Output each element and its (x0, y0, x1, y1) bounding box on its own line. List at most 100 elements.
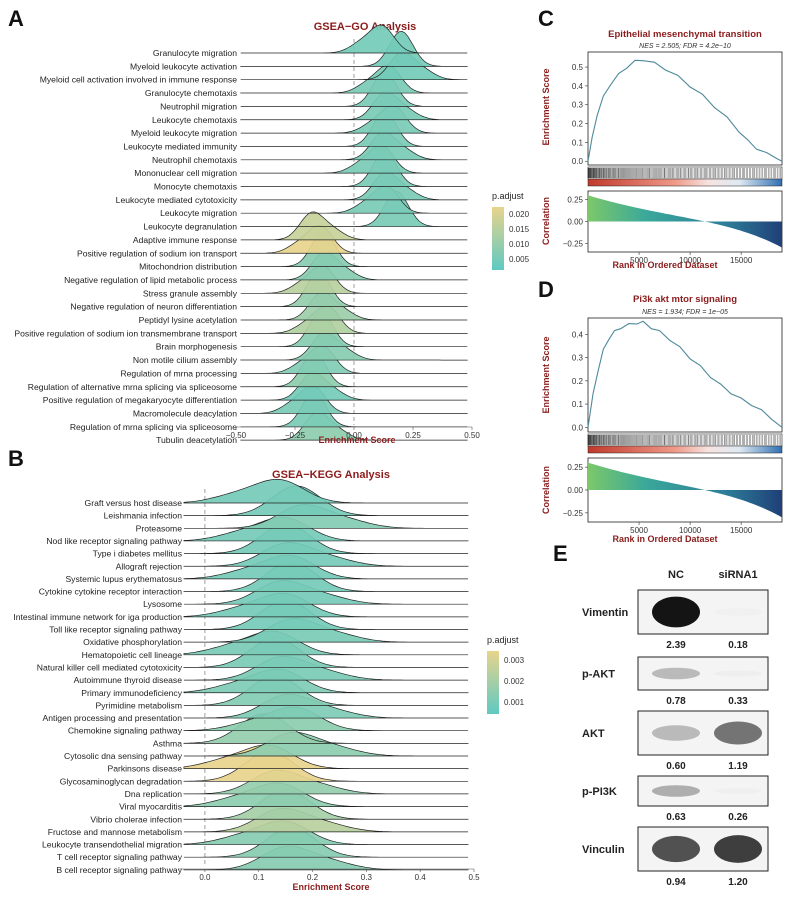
gsea-go-x-tick-label: −0.50 (226, 431, 247, 440)
gsea-emt-corr-y-tick-label: 0.25 (567, 196, 583, 205)
gsea-go-category-label: Brain morphogenesis (156, 342, 237, 352)
gsea-go-category-label: Myeloid leukocyte migration (131, 128, 237, 138)
gsea-go-category-label: Negative regulation of neuron differenti… (70, 302, 237, 312)
gsea-kegg-title: GSEA−KEGG Analysis (272, 469, 390, 481)
gsea-go-category-label: Adaptive immune response (133, 235, 237, 245)
gsea-kegg-x-tick-label: 0.0 (199, 873, 211, 882)
gsea-pi3k-y-tick-label: 0.2 (572, 377, 584, 386)
wb-band (652, 667, 700, 680)
gsea-emt-correlation-area (588, 195, 782, 248)
gsea-go-category-label: Leukocyte degranulation (143, 222, 237, 232)
wb-column-header-nc: NC (668, 569, 684, 581)
gsea-kegg-category-label: Asthma (153, 738, 182, 748)
wb-quant-value: 2.39 (666, 640, 686, 651)
gsea-go-ridge (240, 265, 468, 294)
wb-quant-value: 0.33 (728, 696, 748, 707)
gsea-kegg-legend-tick: 0.001 (504, 698, 525, 707)
gsea-pi3k-corr-y-tick-label: 0.00 (567, 486, 583, 495)
gsea-kegg-category-label: Parkinsons disease (107, 764, 182, 774)
gsea-go-ridge (240, 345, 468, 374)
gsea-pi3k-corr-y-tick-label: −0.25 (563, 509, 584, 518)
gsea-go-ridge (240, 111, 468, 147)
gsea-emt-running-score-line (587, 59, 783, 162)
gsea-go-category-label: Positive regulation of sodium ion transm… (14, 328, 237, 338)
gsea-go-category-label: Myeloid leukocyte activation (130, 61, 237, 71)
gsea-go-ridge (240, 70, 468, 107)
gsea-go-ridge (240, 231, 468, 267)
gsea-pi3k-correlation-area (588, 462, 782, 518)
gsea-go-ridge (240, 211, 468, 241)
gsea-kegg-category-label: Hematopoietic cell lineage (82, 650, 183, 660)
gsea-go-category-label: Granulocyte migration (153, 48, 237, 58)
wb-row-label: AKT (582, 728, 605, 740)
wb-row-label: p-PI3K (582, 786, 617, 798)
gsea-kegg-ridge (183, 807, 469, 833)
gsea-pi3k-xlabel: Rank in Ordered Dataset (612, 534, 717, 544)
wb-quant-value: 0.63 (666, 812, 686, 823)
gsea-kegg-ridge (183, 592, 469, 618)
wb-quant-value: 1.20 (728, 877, 748, 888)
gsea-pi3k-hit-strip (587, 433, 783, 447)
gsea-go-category-label: Myeloid cell activation involved in immu… (40, 75, 237, 85)
gsea-go-x-tick-label: 0.00 (346, 431, 362, 440)
gsea-go-ridge (240, 224, 468, 254)
gsea-go-category-label: Positive regulation of sodium ion transp… (77, 248, 238, 258)
gsea-emt-hit-ticks (587, 168, 781, 178)
gsea-kegg-ridge (183, 637, 469, 668)
panel-label-d: D (538, 277, 554, 302)
gsea-go-ridge (240, 144, 468, 174)
wb-quant-value: 0.60 (666, 761, 686, 772)
gsea-go-category-label: Stress granule assembly (143, 288, 238, 298)
gsea-kegg-ridge (183, 478, 469, 504)
gsea-go-category-label: Leukocyte mediated immunity (123, 141, 237, 151)
wb-quant-value: 0.78 (666, 696, 686, 707)
gsea-go-category-label: Non motile cilium assembly (133, 355, 238, 365)
gsea-go-xlabel: Enrichment Score (318, 435, 395, 445)
gsea-kegg-category-label: Graft versus host disease (85, 498, 183, 508)
wb-band (714, 721, 762, 745)
gsea-kegg-x-tick-label: 0.5 (468, 873, 480, 882)
gsea-kegg-ridge (183, 554, 469, 580)
gsea-pi3k-title: Pi3k akt mtor signaling (633, 294, 737, 305)
wb-band (714, 835, 762, 863)
gsea-go-ridge (240, 64, 468, 94)
gsea-kegg-ridge (183, 656, 469, 681)
wb-quant-value: 0.26 (728, 812, 748, 823)
gsea-kegg-category-label: Systemic lupus erythematosus (65, 574, 182, 584)
gsea-emt-ylabel: Enrichment Score (541, 68, 551, 145)
gsea-kegg-x-tick-label: 0.3 (361, 873, 373, 882)
gsea-kegg-ridge (183, 580, 469, 605)
gsea-kegg-legend: p.adjust 0.003 0.002 0.001 (487, 635, 525, 714)
gsea-kegg-x-tick-label: 0.2 (307, 873, 319, 882)
gsea-go-ridge (240, 311, 468, 348)
gsea-go-ridge (240, 191, 468, 227)
gsea-go-ridge (240, 411, 468, 441)
gsea-emt-corr-y-tick-label: 0.00 (567, 218, 583, 227)
gsea-go-legend-tick: 0.015 (509, 225, 530, 234)
gsea-emt-rank-heatbar (587, 178, 783, 187)
gsea-go-ridge (240, 104, 468, 134)
gsea-go-category-label: Regulation of mrna processing (120, 368, 237, 378)
gsea-kegg-category-label: Lysosome (143, 599, 182, 609)
gsea-emt-y-tick-label: 0.1 (572, 138, 584, 147)
gsea-go-ridge (240, 351, 468, 388)
gsea-go-ridge (240, 31, 468, 67)
wb-quant-value: 0.18 (728, 640, 748, 651)
gsea-emt-x-tick-label: 15000 (730, 256, 753, 265)
gsea-pi3k-stats: NES = 1.934; FDR = 1e−05 (642, 309, 728, 316)
gsea-go-ridge (240, 151, 468, 187)
wb-band (652, 725, 700, 741)
gsea-kegg-category-label: T cell receptor signaling pathway (57, 852, 183, 862)
wb-band (652, 785, 700, 797)
gsea-pi3k-running-score-line (587, 320, 783, 428)
gsea-pi3k-y-tick-label: 0.0 (572, 423, 584, 432)
gsea-emt-title: Epithelial mesenchymal transition (608, 29, 762, 40)
gsea-kegg-ridge-chart: GSEA−KEGG Analysis B cell receptor signa… (13, 469, 524, 892)
gsea-go-ridge (240, 91, 468, 121)
western-blot-panel: NC siRNA1 Vimentin 2.39 0.18 p-AKT 0.78 0.33 A… (582, 569, 769, 888)
gsea-kegg-legend-tick: 0.003 (504, 656, 525, 665)
gsea-pi3k-y-tick-label: 0.3 (572, 354, 584, 363)
gsea-kegg-category-label: Viral myocarditis (119, 802, 182, 812)
gsea-kegg-category-label: Vibrio cholerae infection (90, 814, 182, 824)
